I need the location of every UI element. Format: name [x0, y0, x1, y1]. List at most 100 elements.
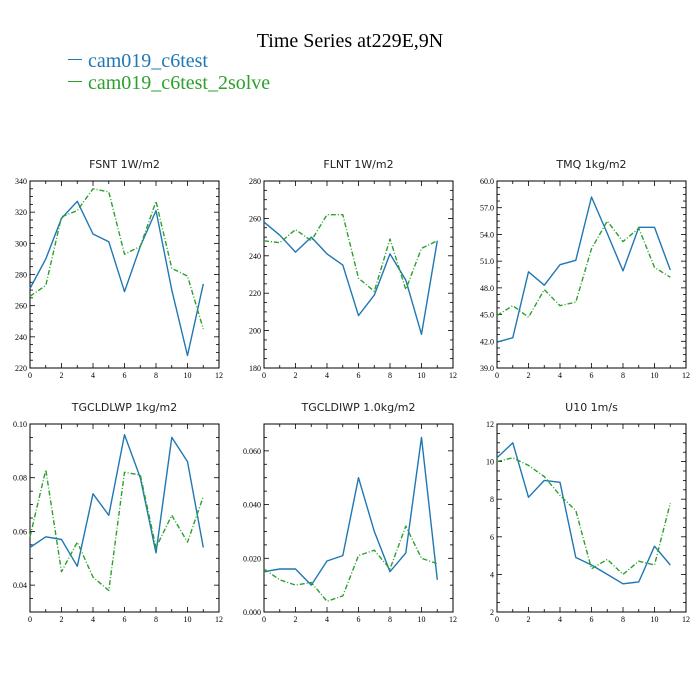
x-tick-label: 2	[527, 371, 531, 380]
x-tick-label: 6	[123, 371, 127, 380]
x-tick-label: 2	[60, 615, 64, 624]
y-tick-label: 240	[249, 252, 261, 261]
figure-title: Time Series at229E,9N	[256, 30, 444, 52]
y-tick-label: 10	[486, 458, 494, 467]
x-tick-label: 10	[418, 615, 426, 624]
y-tick-label: 220	[15, 364, 27, 373]
x-tick-label: 2	[294, 371, 298, 380]
panel-title: TGCLDLWP 1kg/m2	[71, 401, 177, 414]
legend: cam019_c6test cam019_c6test_2solve	[68, 50, 270, 94]
legend-item-series-2: cam019_c6test_2solve	[68, 72, 270, 94]
y-tick-label: 45.0	[480, 311, 494, 320]
legend-item-series-1: cam019_c6test	[68, 50, 270, 72]
x-tick-label: 12	[682, 615, 690, 624]
panel-2: FLNT 1W/m2 0 2 4 6 8 10 12 180 200 220 240 260 280	[249, 158, 457, 380]
y-tick-label: 0.040	[243, 501, 261, 510]
x-tick-label: 10	[418, 371, 426, 380]
legend-label-series-1: cam019_c6test	[88, 50, 208, 72]
y-tick-label: 54.0	[480, 230, 494, 239]
x-tick-label: 8	[154, 371, 158, 380]
y-tick-label: 0.06	[13, 527, 27, 536]
x-tick-label: 6	[357, 615, 361, 624]
x-tick-label: 4	[325, 371, 329, 380]
x-tick-label: 4	[91, 371, 95, 380]
x-tick-label: 4	[558, 615, 562, 624]
x-tick-label: 12	[449, 615, 457, 624]
panel-title: U10 1m/s	[565, 401, 618, 414]
x-tick-label: 8	[621, 615, 625, 624]
x-tick-label: 10	[651, 371, 659, 380]
y-tick-label: 0.04	[13, 581, 27, 590]
x-tick-label: 12	[215, 371, 223, 380]
x-tick-label: 0	[262, 371, 266, 380]
x-tick-label: 0	[28, 615, 32, 624]
x-tick-label: 0	[262, 615, 266, 624]
panel-4: TGCLDLWP 1kg/m2 0 2 4 6 8 10 12 0.04 0.06 0.08 0.10	[13, 401, 223, 624]
x-tick-label: 10	[651, 615, 659, 624]
y-tick-label: 51.0	[480, 257, 494, 266]
y-tick-label: 39.0	[480, 364, 494, 373]
x-tick-label: 8	[621, 371, 625, 380]
x-tick-label: 8	[388, 615, 392, 624]
y-tick-label: 2	[490, 608, 494, 617]
y-tick-label: 300	[15, 239, 27, 248]
x-tick-label: 2	[527, 615, 531, 624]
panel-title: TGCLDIWP 1.0kg/m2	[300, 401, 415, 414]
y-tick-label: 260	[15, 302, 27, 311]
x-tick-label: 12	[215, 615, 223, 624]
y-tick-label: 6	[490, 533, 494, 542]
plot-frame	[263, 180, 454, 369]
panel-title: FSNT 1W/m2	[89, 158, 160, 171]
x-tick-label: 8	[388, 371, 392, 380]
series-line-1	[496, 442, 671, 585]
y-tick-label: 57.0	[480, 204, 494, 213]
y-tick-label: 260	[249, 214, 261, 223]
series-line-1	[263, 436, 438, 586]
series-line-2	[496, 220, 671, 318]
y-tick-label: 280	[249, 177, 261, 186]
x-tick-label: 10	[184, 371, 192, 380]
y-tick-label: 4	[490, 570, 494, 579]
y-tick-label: 180	[249, 364, 261, 373]
y-tick-label: 280	[15, 271, 27, 280]
panel-5: TGCLDIWP 1.0kg/m2 0 2 4 6 8 10 12 0.000 0.020 0.04…	[243, 401, 457, 624]
y-tick-label: 340	[15, 177, 27, 186]
plot-frame	[496, 180, 687, 369]
panel-3: TMQ 1kg/m2 0 2 4 6 8 10 12 39.0 42.0 45.0 48.0 51.0 5…	[480, 158, 690, 380]
x-tick-label: 6	[590, 615, 594, 624]
legend-label-series-2: cam019_c6test_2solve	[88, 72, 271, 94]
panel-title: FLNT 1W/m2	[323, 158, 393, 171]
panel-1: FSNT 1W/m2 0 2 4 6 8 10 12 220 240 260 280 300 320 340	[15, 158, 223, 380]
series-line-1	[29, 434, 204, 567]
series-line-2	[263, 213, 438, 292]
x-tick-label: 8	[154, 615, 158, 624]
series-line-1	[496, 196, 671, 343]
x-tick-label: 4	[325, 615, 329, 624]
y-tick-label: 0.020	[243, 554, 261, 563]
x-tick-label: 2	[294, 615, 298, 624]
y-tick-label: 0.060	[243, 447, 261, 456]
plot-frame	[496, 423, 687, 613]
y-tick-label: 0.10	[13, 420, 27, 429]
y-tick-label: 0.08	[13, 474, 27, 483]
y-tick-label: 48.0	[480, 284, 494, 293]
x-tick-label: 10	[184, 615, 192, 624]
legend-swatch-series-2	[68, 80, 82, 82]
x-tick-label: 2	[60, 371, 64, 380]
series-line-2	[29, 188, 204, 330]
y-tick-label: 12	[486, 420, 494, 429]
series-line-2	[496, 457, 671, 576]
y-tick-label: 240	[15, 333, 27, 342]
series-line-1	[263, 221, 438, 335]
legend-swatch-series-1	[68, 58, 82, 60]
y-tick-label: 42.0	[480, 337, 494, 346]
x-tick-label: 4	[558, 371, 562, 380]
x-tick-label: 0	[495, 615, 499, 624]
panel-title: TMQ 1kg/m2	[555, 158, 626, 171]
y-tick-label: 0.000	[243, 608, 261, 617]
y-tick-label: 320	[15, 208, 27, 217]
y-tick-label: 220	[249, 289, 261, 298]
x-tick-label: 0	[495, 371, 499, 380]
y-tick-label: 200	[249, 327, 261, 336]
